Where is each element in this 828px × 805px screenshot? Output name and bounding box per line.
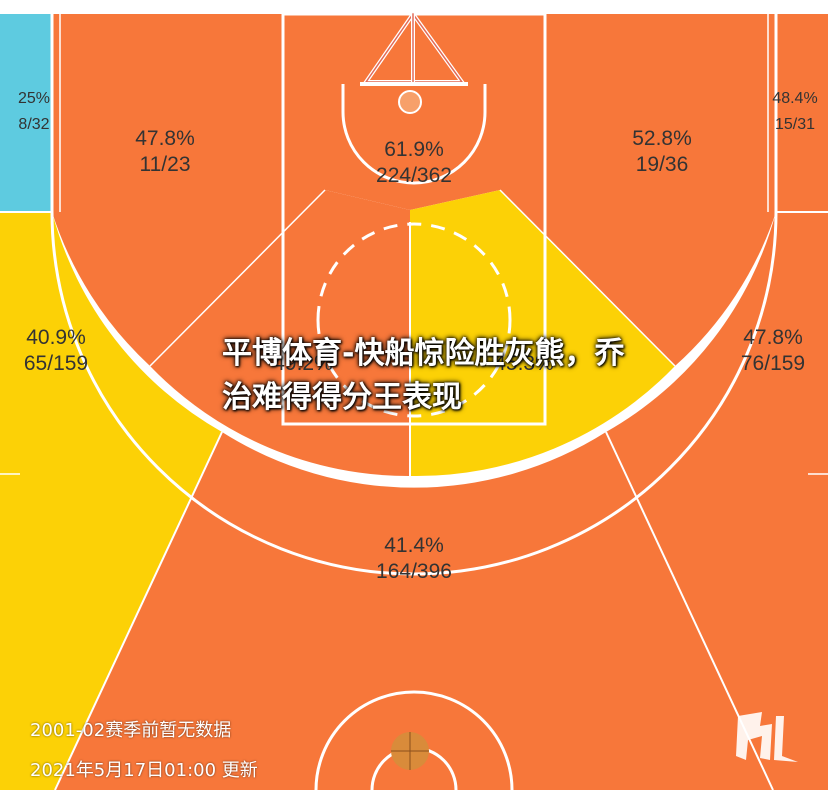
zone-fg-right-wing-three: 76/159 [741, 352, 805, 375]
zone-pct-left-baseline-mid: 47.8% [135, 127, 195, 150]
zone-left-corner-three [0, 14, 52, 212]
zone-fg-top-of-key-three: 164/396 [376, 560, 452, 583]
zone-right-elbow-mid [410, 190, 675, 477]
watermark-logo-icon [736, 712, 798, 762]
season-note: 2001-02赛季前暂无数据 [30, 720, 232, 741]
zone-left-elbow-mid [150, 190, 410, 477]
zone-pct-left-wing-three: 40.9% [26, 326, 86, 349]
zone-right-wing-three [606, 212, 828, 790]
zone-pct-right-baseline-mid: 52.8% [632, 127, 692, 150]
zone-pct-top-of-key-three: 41.4% [384, 534, 444, 557]
update-time: 2021年5月17日01:00 更新 [30, 760, 258, 781]
basket [360, 10, 468, 114]
zone-top-of-key-three [55, 432, 773, 790]
zone-pct-left-corner-three: 25% [18, 90, 50, 107]
zone-fg-left-baseline-mid: 11/23 [140, 153, 191, 176]
zone-left-wing-three [0, 212, 222, 790]
zone-left-baseline-mid [52, 14, 325, 366]
zone-fg-restricted-area: 224/362 [376, 164, 452, 187]
zone-pct-right-wing-three: 47.8% [743, 326, 803, 349]
zone-pct-right-corner-three: 48.4% [772, 90, 817, 107]
basketball-icon [391, 732, 429, 770]
zone-pct-left-elbow-mid: 49.2% [273, 352, 333, 375]
zone-fg-left-wing-three: 65/159 [24, 352, 88, 375]
zone-fg-left-corner-three: 8/32 [18, 116, 49, 133]
zone-right-corner-three [776, 14, 828, 212]
zone-fg-right-corner-three: 15/31 [775, 116, 815, 133]
zone-right-baseline-mid [500, 14, 776, 366]
zone-pct-right-elbow-mid: 45.3% [494, 352, 554, 375]
zone-pct-restricted-area: 61.9% [384, 138, 444, 161]
zone-fg-right-baseline-mid: 19/36 [636, 153, 689, 176]
